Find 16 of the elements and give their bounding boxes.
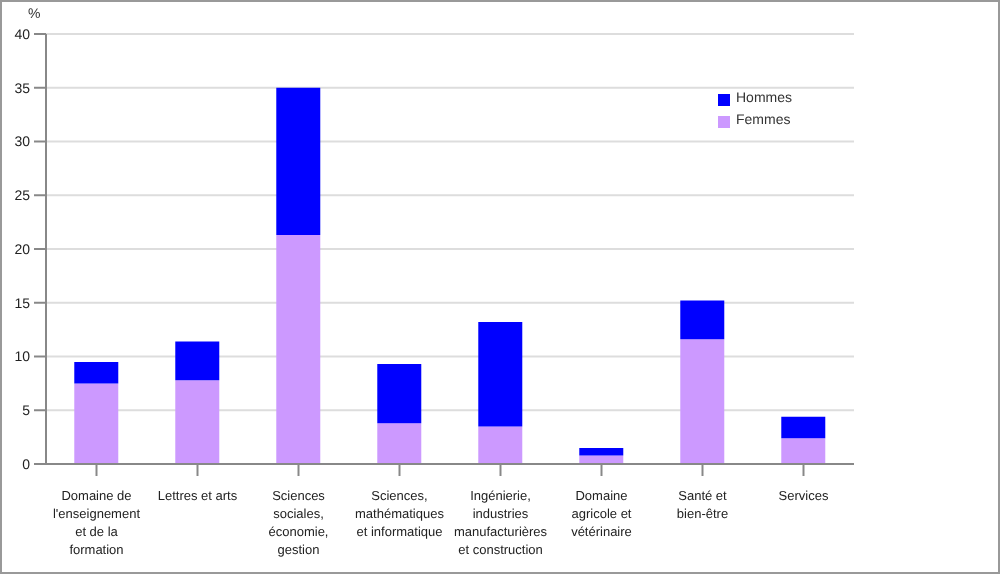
bar [175,380,220,464]
bar [74,383,119,464]
bar [276,235,321,464]
bar [377,423,422,464]
bar [781,438,826,464]
bar [377,364,422,424]
bar [680,339,725,464]
bar [175,341,220,381]
bar [74,361,119,384]
bar [680,300,725,340]
bar [579,447,624,456]
bar [579,455,624,464]
bar [781,416,826,439]
bar [478,322,523,427]
bar [478,426,523,464]
bar [276,87,321,236]
